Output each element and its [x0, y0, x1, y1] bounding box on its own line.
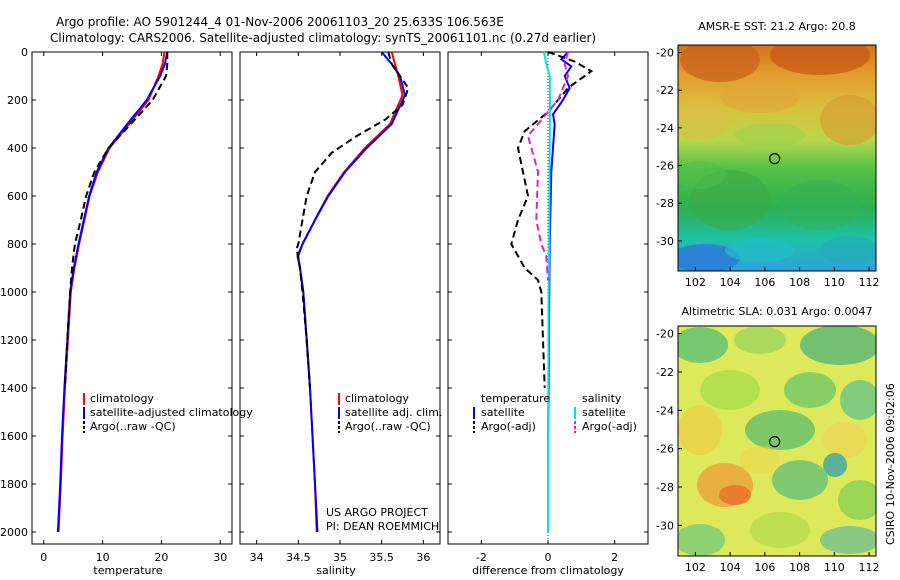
- temperature-legend: climatology satellite-adjusted climatolo…: [83, 392, 253, 433]
- x-tick-label: 2: [611, 551, 618, 564]
- map-x-tick-label: 106: [754, 561, 775, 574]
- x-tick-label: 10: [96, 551, 110, 564]
- depth-tick-label: 0: [21, 46, 28, 59]
- sst-heatmap: [678, 45, 876, 271]
- map-y-tick-label: -24: [656, 122, 674, 135]
- depth-tick-label: 200: [7, 94, 28, 107]
- difference-xlabel: difference from climatology: [472, 564, 624, 577]
- map-x-tick-label: 104: [720, 561, 741, 574]
- salinity-x-ticks: 34 34.5 35 35.5 36: [240, 51, 440, 564]
- csiro-timestamp: CSIRO 10-Nov-2006 09:02:06: [884, 383, 897, 545]
- map-x-tick-label: 110: [824, 276, 845, 289]
- legend-label-satellite: satellite adj. clim.: [345, 406, 442, 419]
- map-x-tick-label: 110: [824, 561, 845, 574]
- temperature-x-ticks: 0 10 20 30: [32, 51, 232, 564]
- map-y-tick-label: -24: [656, 404, 674, 417]
- pi-credit: PI: DEAN ROEMMICH: [326, 520, 439, 533]
- sla-map-frame: [677, 325, 877, 557]
- depth-tick-label: 1400: [0, 382, 28, 395]
- difference-legend: temperature salinity satellite Argo(-adj…: [473, 392, 637, 433]
- depth-tick-label: 1600: [0, 430, 28, 443]
- difference-series: [510, 51, 594, 532]
- series-line-salinity-argo-adj-: [526, 51, 570, 281]
- depth-tick-label: 800: [7, 238, 28, 251]
- temperature-axes: [31, 51, 233, 545]
- legend-header-temperature: temperature: [481, 392, 550, 405]
- depth-tick-label: 600: [7, 190, 28, 203]
- legend-label-sal-satellite: satellite: [582, 406, 626, 419]
- map-x-tick-label: 108: [789, 561, 810, 574]
- map-y-tick-label: -30: [656, 519, 674, 532]
- series-line-temperature-satellite: [547, 51, 573, 532]
- project-credit: US ARGO PROJECT: [326, 506, 428, 519]
- map-x-tick-label: 112: [859, 561, 880, 574]
- legend-label-temp-satellite: satellite: [481, 406, 525, 419]
- map-y-tick-label: -26: [656, 443, 674, 456]
- map-y-tick-label: -26: [656, 160, 674, 173]
- difference-x-ticks: -2 0 2: [448, 51, 648, 564]
- depth-tick-label: 400: [7, 142, 28, 155]
- series-line-satellite-adjusted-climatology: [56, 51, 169, 533]
- temperature-xlabel: temperature: [93, 564, 162, 577]
- map-y-tick-label: -22: [656, 366, 674, 379]
- temperature-series: [56, 51, 169, 533]
- series-line-salinity-satellite: [543, 51, 552, 532]
- sst-argo-location-marker: [769, 153, 781, 165]
- series-line-satellite-adj-clim-: [296, 51, 407, 533]
- series-line-argo-raw-qc-: [295, 51, 410, 389]
- legend-label-sal-argo: Argo(-adj): [582, 420, 637, 433]
- depth-tick-label: 2000: [0, 526, 28, 539]
- map-y-tick-label: -28: [656, 197, 674, 210]
- x-tick-label: 20: [154, 551, 168, 564]
- sla-map-ticks: 102 104 106 108 110 112 -20 -22 -24 -26 -28 -30: [656, 328, 880, 574]
- x-tick-label: 34: [250, 551, 264, 564]
- map-x-tick-label: 104: [720, 276, 741, 289]
- sst-map-ticks: 102 104 106 108 110 112 -20 -22 -24 -26 -28 -30: [656, 47, 880, 289]
- map-y-tick-label: -22: [656, 84, 674, 97]
- salinity-series: [295, 51, 410, 533]
- map-x-tick-label: 106: [754, 276, 775, 289]
- x-tick-label: 35.5: [369, 551, 394, 564]
- series-line-argo-raw-qc-: [63, 52, 169, 389]
- figure-title-line1: Argo profile: AO 5901244_4 01-Nov-2006 2…: [56, 15, 504, 29]
- figure-title-line2: Climatology: CARS2006. Satellite-adjuste…: [50, 31, 596, 45]
- map-x-tick-label: 102: [685, 561, 706, 574]
- map-y-tick-label: -28: [656, 481, 674, 494]
- sst-map-frame: [677, 44, 877, 272]
- map-y-tick-label: -20: [656, 328, 674, 341]
- legend-label-climatology: climatology: [90, 392, 154, 405]
- x-tick-label: 36: [416, 551, 430, 564]
- salinity-legend: climatology satellite adj. clim. Argo(..…: [338, 392, 442, 433]
- salinity-xlabel: salinity: [316, 564, 356, 577]
- legend-label-climatology: climatology: [345, 392, 409, 405]
- sst-map-title: AMSR-E SST: 21.2 Argo: 20.8: [698, 20, 856, 33]
- map-y-tick-label: -30: [656, 235, 674, 248]
- x-tick-label: -2: [476, 551, 487, 564]
- map-y-tick-label: -20: [656, 47, 674, 60]
- map-x-tick-label: 102: [685, 276, 706, 289]
- depth-tick-label: 1200: [0, 334, 28, 347]
- depth-tick-labels: 0 200 400 600 800 1000 1200 1400 1600 1800 2000: [0, 46, 28, 539]
- x-tick-label: 30: [213, 551, 227, 564]
- depth-tick-label: 1000: [0, 286, 28, 299]
- map-x-tick-label: 108: [789, 276, 810, 289]
- x-tick-label: 0: [545, 551, 552, 564]
- salinity-axes: [239, 51, 441, 545]
- series-line-temperature-argo-adj-: [510, 51, 594, 389]
- legend-label-argo: Argo(..raw -QC): [90, 420, 176, 433]
- x-tick-label: 34.5: [286, 551, 311, 564]
- legend-label-satellite: satellite-adjusted climatology: [90, 406, 253, 419]
- legend-label-temp-argo: Argo(-adj): [481, 420, 536, 433]
- sla-argo-location-marker: [769, 436, 781, 448]
- series-line-climatology: [57, 51, 166, 533]
- legend-header-salinity: salinity: [582, 392, 622, 405]
- sla-map-title: Altimetric SLA: 0.031 Argo: 0.0047: [681, 305, 872, 318]
- map-x-tick-label: 112: [859, 276, 880, 289]
- x-tick-label: 0: [40, 551, 47, 564]
- x-tick-label: 35: [333, 551, 347, 564]
- sla-heatmap: [678, 326, 876, 556]
- depth-tick-label: 1800: [0, 478, 28, 491]
- legend-label-argo: Argo(..raw -QC): [345, 420, 431, 433]
